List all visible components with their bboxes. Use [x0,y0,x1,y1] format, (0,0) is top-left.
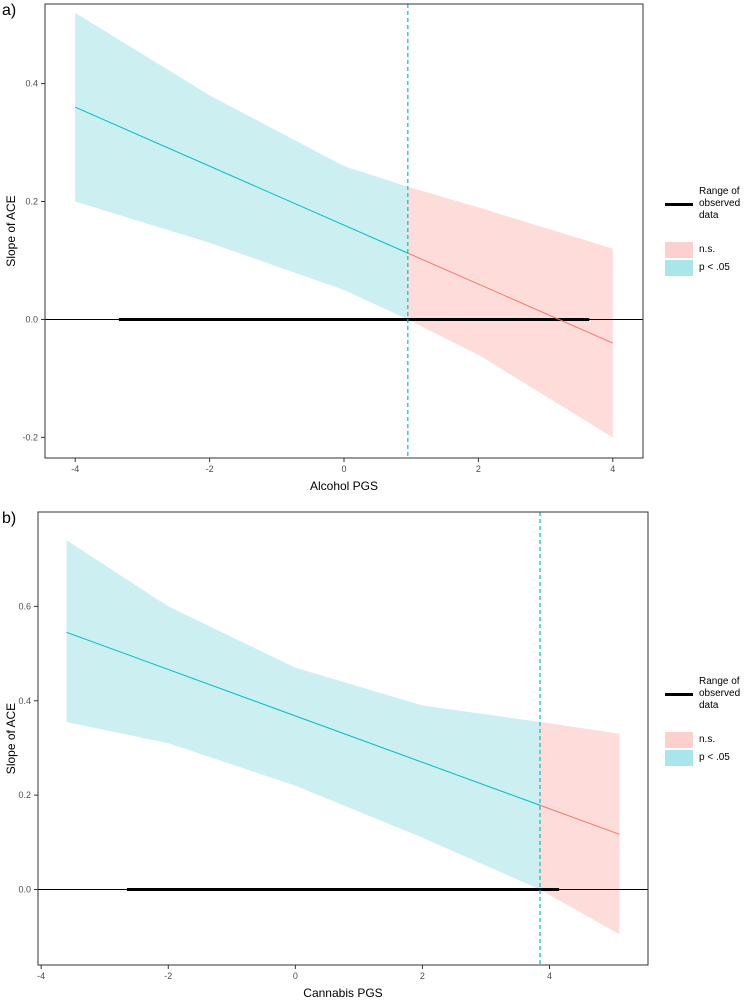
range-key-line [665,203,693,206]
x-axis-title: Cannabis PGS [303,986,382,1000]
x-tick-label: 4 [547,971,552,981]
sig-swatch [665,260,693,276]
x-tick-label: -4 [37,971,45,981]
x-tick-label: 0 [293,971,298,981]
y-axis-title: Slope of ACE [4,703,18,774]
x-tick-label: 4 [610,464,615,474]
x-tick-label: 2 [476,464,481,474]
chart-panel-cannabis: b) -4 -2 0 2 4 0.0 0.2 0.4 0.6 Cannabis PGS Slope … [0,500,751,1001]
legend-item-ns: n.s. [665,242,751,259]
legend-item-sig: p < .05 [665,260,751,277]
ci-band-significant [75,12,408,320]
x-tick-label: -2 [206,464,214,474]
range-label-line1: Range of [699,186,740,197]
ci-band-significant [66,540,540,890]
y-tick-label: 0.2 [18,790,31,800]
x-axis-title: Alcohol PGS [310,479,378,493]
slope-line-significant [75,106,409,254]
slope-line-significant [66,631,541,806]
y-tick-label: 0.2 [25,197,38,207]
legend: Range of observed data n.s. p < .05 [665,676,751,768]
sig-label: p < .05 [699,752,730,763]
range-label-line3: data [699,210,719,221]
y-axis-title: Slope of ACE [4,195,18,266]
ns-label: n.s. [699,244,716,255]
legend-range-entry: Range of observed data [665,186,751,230]
ns-swatch [665,242,693,258]
slope-line-nonsignificant [407,252,613,344]
ns-label: n.s. [699,734,716,745]
range-key-text: Range of observed data [699,676,751,712]
y-tick-label: -0.2 [22,432,38,442]
legend-item-sig: p < .05 [665,750,751,767]
panel-label: b) [2,510,17,527]
legend: Range of observed data n.s. p < .05 [665,186,751,278]
range-label-line2: observed [699,198,741,209]
ci-band-nonsignificant [407,186,613,438]
x-tick-label: -2 [164,971,172,981]
range-label-line2: observed [699,688,741,699]
range-label-line3: data [699,700,719,711]
chart-panel-alcohol: a) -4 -2 0 2 4 -0.2 0.0 0.2 0.4 Alcohol PGS Slope … [0,0,751,500]
chart-svg-cannabis: -4 -2 0 2 4 0.0 0.2 0.4 0.6 Cannabis PGS Slope of … [4,511,649,1000]
x-tick-label: -4 [71,464,79,474]
plot-frame [37,511,649,966]
x-tick-label: 2 [420,971,425,981]
slope-line-nonsignificant [539,804,620,835]
y-tick-label: 0.4 [25,79,38,89]
y-tick-label: 0.0 [18,885,31,895]
panel-label: a) [2,2,17,19]
ns-swatch [665,732,693,748]
x-tick-label: 0 [341,464,346,474]
sig-swatch [665,750,693,766]
y-tick-label: 0.0 [25,314,38,324]
range-key-line [665,693,693,696]
range-label-line1: Range of [699,676,740,687]
y-tick-label: 0.6 [18,601,31,611]
range-key-text: Range of observed data [699,186,751,222]
sig-label: p < .05 [699,262,730,273]
legend-item-ns: n.s. [665,732,751,749]
legend-range-entry: Range of observed data [665,676,751,720]
chart-svg-alcohol: -4 -2 0 2 4 -0.2 0.0 0.2 0.4 Alcohol PGS Slope of … [4,3,644,493]
y-tick-label: 0.4 [18,696,31,706]
ci-band-nonsignificant [540,722,620,935]
